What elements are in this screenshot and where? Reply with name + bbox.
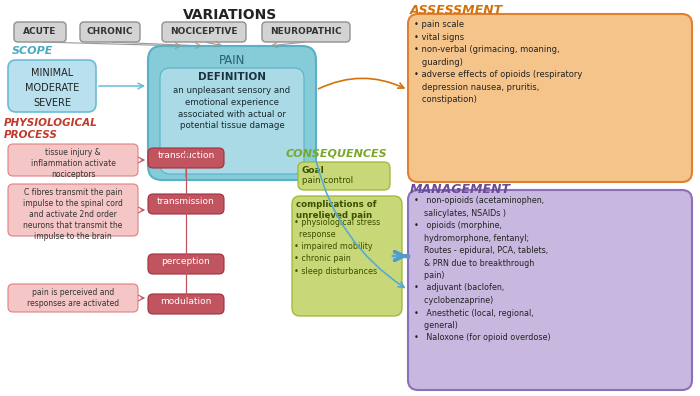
Text: PAIN: PAIN: [219, 54, 245, 67]
FancyBboxPatch shape: [298, 162, 390, 190]
Text: C fibres transmit the pain
impulse to the spinal cord
and activate 2nd order
neu: C fibres transmit the pain impulse to th…: [23, 188, 123, 242]
FancyBboxPatch shape: [160, 68, 304, 174]
Text: NOCICEPTIVE: NOCICEPTIVE: [170, 27, 238, 36]
FancyBboxPatch shape: [148, 46, 316, 180]
FancyBboxPatch shape: [408, 190, 692, 390]
FancyBboxPatch shape: [162, 22, 246, 42]
Text: Goal: Goal: [302, 166, 325, 175]
Text: transduction: transduction: [158, 151, 215, 160]
Text: PHYSIOLOGICAL
PROCESS: PHYSIOLOGICAL PROCESS: [4, 118, 98, 141]
FancyBboxPatch shape: [148, 294, 224, 314]
Text: pain is perceived and
responses are activated: pain is perceived and responses are acti…: [27, 288, 119, 308]
FancyBboxPatch shape: [148, 148, 224, 168]
Text: modulation: modulation: [160, 297, 211, 306]
Text: •   non-opioids (acetaminophen,
    salicylates, NSAIDs )
•   opioids (morphine,: • non-opioids (acetaminophen, salicylate…: [414, 196, 551, 343]
Text: • physiological stress
  response
• impaired mobility
• chronic pain
• sleep dis: • physiological stress response • impair…: [294, 218, 380, 276]
Text: SCOPE: SCOPE: [12, 46, 53, 56]
Text: MANAGEMENT: MANAGEMENT: [410, 183, 511, 196]
Text: an unpleasant sensory and
emotional experience
associated with actual or
potenti: an unpleasant sensory and emotional expe…: [174, 86, 290, 130]
FancyBboxPatch shape: [408, 14, 692, 182]
FancyBboxPatch shape: [148, 254, 224, 274]
FancyBboxPatch shape: [262, 22, 350, 42]
FancyBboxPatch shape: [80, 22, 140, 42]
Text: complications of
unrelieved pain: complications of unrelieved pain: [296, 200, 377, 220]
FancyBboxPatch shape: [8, 144, 138, 176]
Text: pain control: pain control: [302, 176, 353, 185]
Text: DEFINITION: DEFINITION: [198, 72, 266, 82]
FancyBboxPatch shape: [292, 196, 402, 316]
Text: perception: perception: [162, 257, 211, 266]
FancyBboxPatch shape: [8, 184, 138, 236]
Text: MINIMAL
MODERATE
SEVERE: MINIMAL MODERATE SEVERE: [25, 68, 79, 108]
Text: CHRONIC: CHRONIC: [87, 27, 133, 36]
Text: CONSEQUENCES: CONSEQUENCES: [285, 148, 387, 158]
Text: VARIATIONS: VARIATIONS: [183, 8, 277, 22]
Text: transmission: transmission: [157, 197, 215, 206]
Text: ASSESSMENT: ASSESSMENT: [410, 4, 503, 17]
Text: • pain scale
• vital signs
• non-verbal (grimacing, moaning,
   guarding)
• adve: • pain scale • vital signs • non-verbal …: [414, 20, 582, 104]
Text: NEUROPATHIC: NEUROPATHIC: [270, 27, 342, 36]
FancyBboxPatch shape: [8, 60, 96, 112]
FancyBboxPatch shape: [148, 194, 224, 214]
Text: tissue injury &
inflammation activate
nociceptors: tissue injury & inflammation activate no…: [31, 148, 116, 179]
Text: ACUTE: ACUTE: [23, 27, 57, 36]
FancyBboxPatch shape: [14, 22, 66, 42]
FancyBboxPatch shape: [8, 284, 138, 312]
